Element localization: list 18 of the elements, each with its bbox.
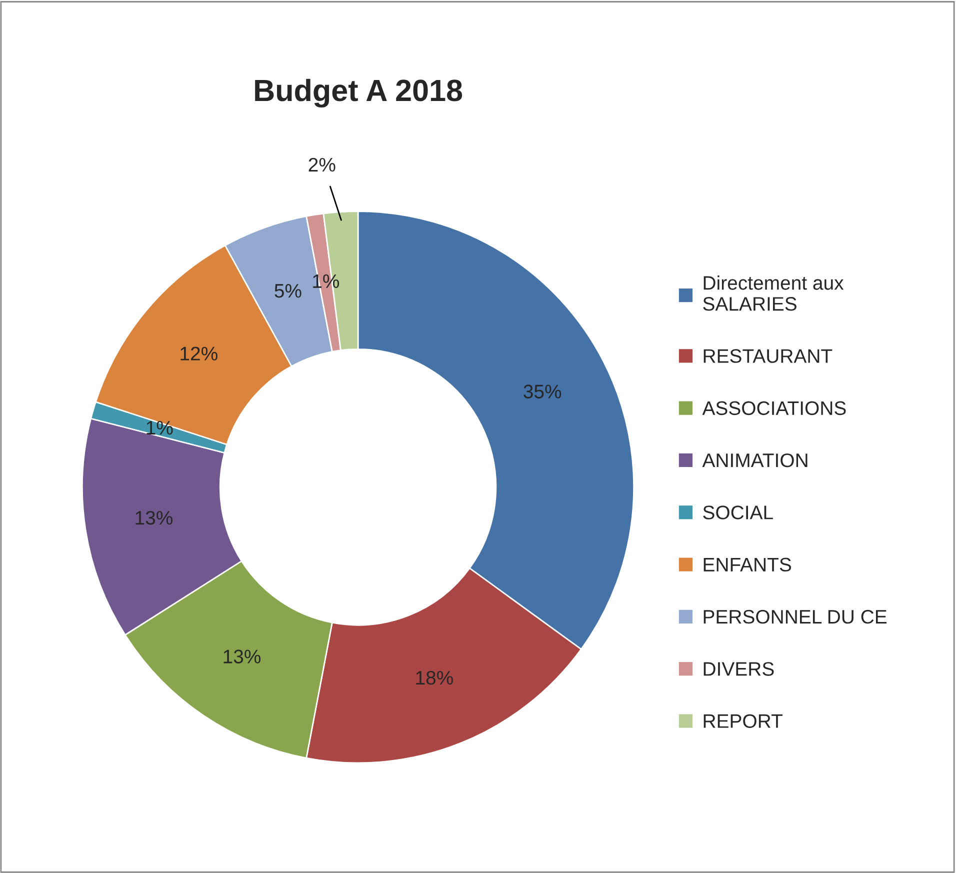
- legend-label: Directement aux SALARIES: [703, 276, 844, 311]
- legend-label: PERSONNEL DU CE: [704, 610, 887, 624]
- data-label: 35%: [524, 384, 562, 398]
- legend-label: DIVERS: [704, 662, 774, 676]
- legend-label: SOCIAL: [703, 506, 773, 520]
- data-label: 5%: [274, 284, 302, 298]
- data-label: 13%: [136, 510, 172, 525]
- data-label: 2%: [308, 158, 336, 172]
- data-label: 1%: [146, 420, 173, 435]
- data-label: 12%: [180, 346, 218, 360]
- legend-label: ENFANTS: [704, 558, 792, 572]
- legend-label: ASSOCIATIONS: [702, 401, 846, 416]
- data-label: 13%: [224, 650, 261, 664]
- legend-label: RESTAURANT: [704, 349, 832, 363]
- chart-title: Budget A 2018: [255, 78, 462, 108]
- data-label: 18%: [416, 670, 453, 685]
- legend-label: ANIMATION: [702, 453, 808, 468]
- legend-label: REPORT: [704, 714, 782, 728]
